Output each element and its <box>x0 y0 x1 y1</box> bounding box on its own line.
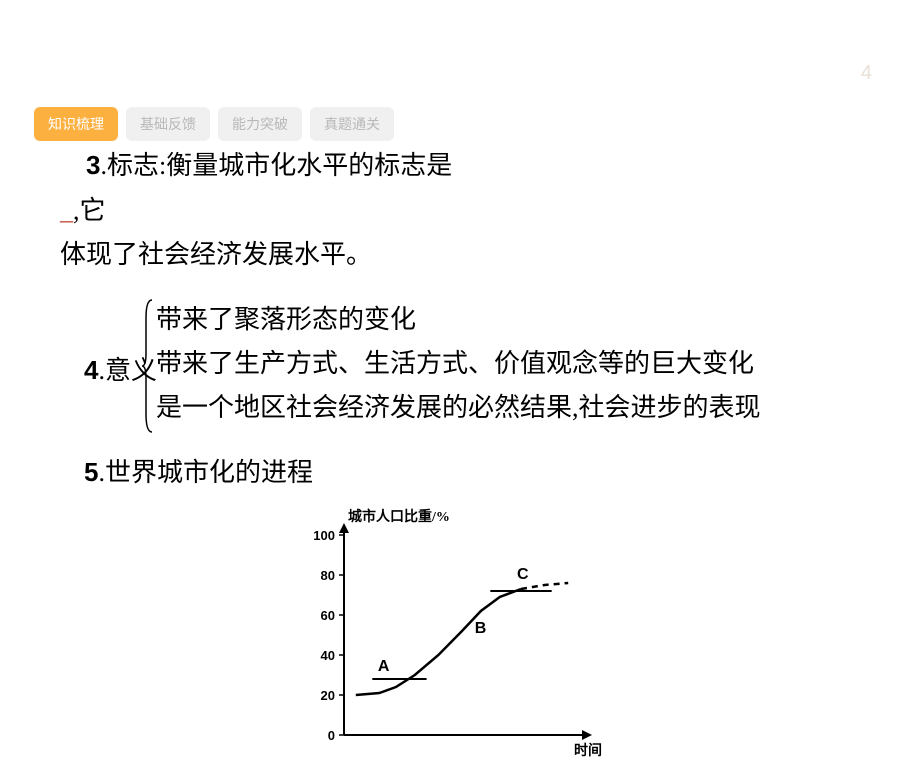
svg-text:时间: 时间 <box>574 742 602 759</box>
urbanization-chart: 0 20 40 60 80 100 城市人口比重/% 时间 A B C <box>290 505 630 765</box>
chart-container: 0 20 40 60 80 100 城市人口比重/% 时间 A B C <box>60 505 860 779</box>
section-4: 4.意义 带来了聚落形态的变化 带来了生产方式、生活方式、价值观念等的巨大变化 … <box>60 298 860 431</box>
brace-line-3: 是一个地区社会经济发展的必然结果,社会进步的表现 <box>156 386 860 430</box>
section-3-num: 3 <box>86 150 100 180</box>
tabs-container: 知识梳理 基础反馈 能力突破 真题通关 <box>34 107 394 141</box>
tab-knowledge[interactable]: 知识梳理 <box>34 107 118 141</box>
section-3-tail: ,它 <box>73 196 106 225</box>
tab-ability[interactable]: 能力突破 <box>218 107 302 141</box>
content-area: 3.标志:衡量城市化水平的标志是 _,它 体现了社会经济发展水平。 4.意义 带… <box>60 143 860 780</box>
svg-text:C: C <box>517 566 529 583</box>
section-3-line2: 体现了社会经济发展水平。 <box>60 233 860 277</box>
svg-text:80: 80 <box>321 568 335 583</box>
svg-text:B: B <box>475 620 487 637</box>
tab-exam[interactable]: 真题通关 <box>310 107 394 141</box>
svg-text:60: 60 <box>321 608 335 623</box>
tab-feedback[interactable]: 基础反馈 <box>126 107 210 141</box>
blank-line <box>452 144 852 189</box>
section-3-line1: 3.标志:衡量城市化水平的标志是 _,它 <box>60 143 860 233</box>
section-5-text: .世界城市化的进程 <box>98 458 313 487</box>
section-3-text: .标志:衡量城市化水平的标志是 <box>100 151 452 180</box>
page-number: 4 <box>861 62 872 85</box>
section-5: 5.世界城市化的进程 <box>84 450 860 495</box>
svg-text:40: 40 <box>321 648 335 663</box>
svg-text:0: 0 <box>328 728 335 743</box>
section-5-num: 5 <box>84 457 98 487</box>
brace-line-1: 带来了聚落形态的变化 <box>156 298 860 342</box>
blank-end-underscore: _ <box>60 196 73 225</box>
svg-text:城市人口比重/%: 城市人口比重/% <box>348 508 450 525</box>
svg-text:20: 20 <box>321 688 335 703</box>
svg-text:100: 100 <box>313 528 335 543</box>
brace-line-2: 带来了生产方式、生活方式、价值观念等的巨大变化 <box>156 342 860 386</box>
section-4-num: 4 <box>84 355 98 385</box>
svg-text:A: A <box>378 658 390 675</box>
brace-icon <box>142 298 154 434</box>
brace-content: 带来了聚落形态的变化 带来了生产方式、生活方式、价值观念等的巨大变化 是一个地区… <box>156 298 860 431</box>
